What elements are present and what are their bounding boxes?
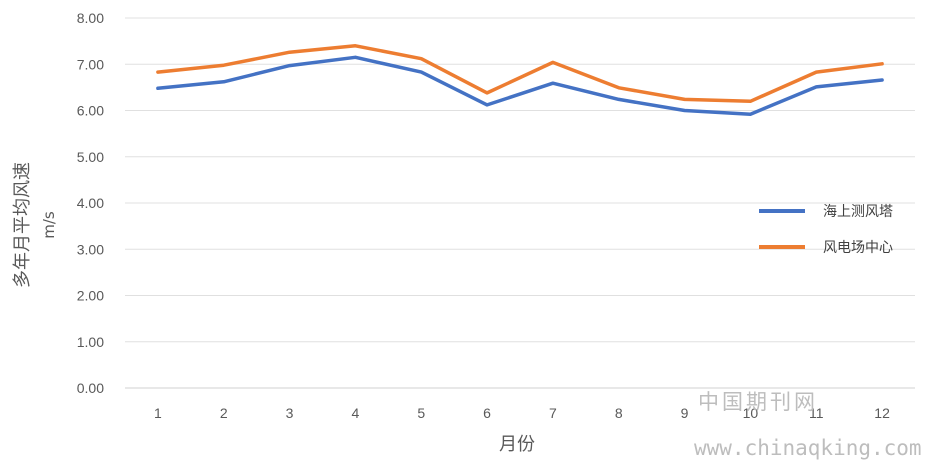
x-tick-label: 8: [615, 405, 623, 421]
x-tick-label: 5: [417, 405, 425, 421]
x-tick-label: 10: [743, 405, 759, 421]
x-tick-label: 4: [352, 405, 360, 421]
series-line-2: [156, 44, 884, 104]
watermark-text: 中国期刊网: [698, 390, 818, 414]
y-tick-label: 1.00: [77, 334, 104, 350]
series-line-1: [156, 55, 884, 116]
x-tick-label: 12: [874, 405, 890, 421]
x-tick-label: 6: [483, 405, 491, 421]
legend-label-2: 风电场中心: [823, 240, 893, 256]
y-tick-label: 4.00: [77, 195, 104, 211]
y-tick-label: 3.00: [77, 241, 104, 257]
y-axis-title: 多年月平均风速: [12, 162, 33, 288]
watermark-url: www.chinaqking.com: [694, 436, 922, 460]
y-tick-label: 5.00: [77, 149, 104, 165]
y-tick-label: 0.00: [77, 380, 104, 396]
series-lines: [156, 44, 884, 116]
x-tick-label: 7: [549, 405, 557, 421]
x-tick-label: 2: [220, 405, 228, 421]
y-tick-label: 7.00: [77, 56, 104, 72]
gridlines: [125, 17, 915, 389]
legend-label-1: 海上测风塔: [823, 204, 893, 220]
y-axis-ticks: 0.00 1.00 2.00 3.00 4.00 5.00 6.00 7.00 8.00: [77, 10, 104, 396]
x-tick-label: 9: [681, 405, 689, 421]
y-axis-unit: m/s: [40, 211, 58, 239]
y-tick-label: 6.00: [77, 103, 104, 119]
x-tick-label: 3: [286, 405, 294, 421]
x-axis-title: 月份: [499, 434, 535, 455]
x-tick-label: 1: [154, 405, 162, 421]
y-tick-label: 2.00: [77, 288, 104, 304]
x-tick-label: 11: [809, 405, 824, 421]
y-tick-label: 8.00: [77, 10, 104, 26]
x-axis-ticks: 1 2 3 4 5 6 7 8 9 10 11 12: [154, 405, 890, 421]
